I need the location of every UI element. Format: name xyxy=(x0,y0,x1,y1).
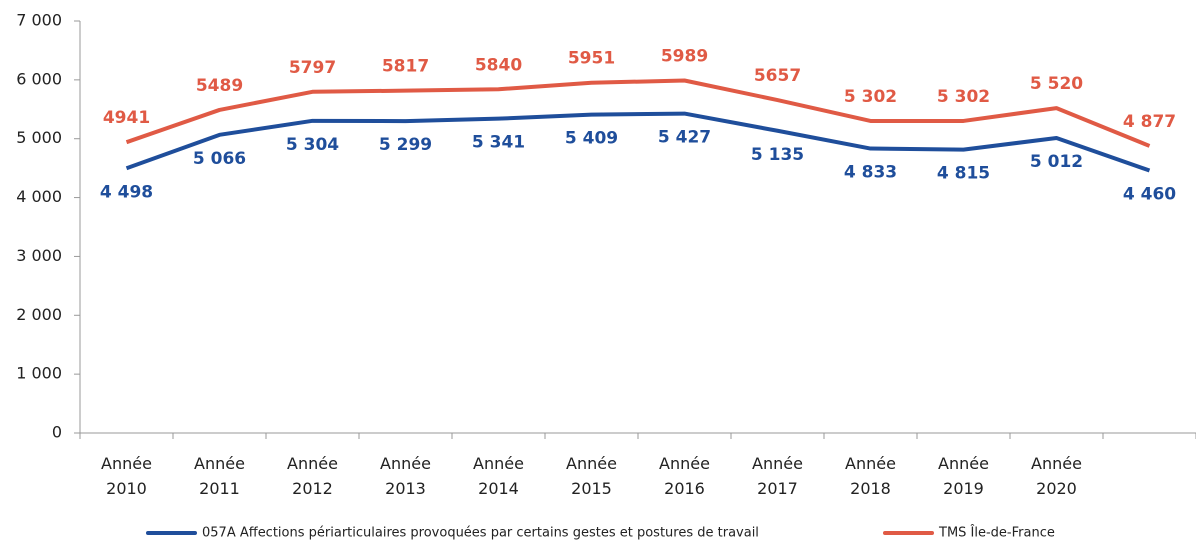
y-tick-label: 5 000 xyxy=(16,128,62,147)
y-tick-label: 6 000 xyxy=(16,69,62,88)
series-line xyxy=(125,111,1151,173)
x-tick-label: Année 2015 xyxy=(566,454,617,498)
y-tick-label: 2 000 xyxy=(16,305,62,324)
data-label: 5989 xyxy=(661,47,708,67)
series-line xyxy=(125,78,1151,148)
data-label: 5840 xyxy=(475,55,522,75)
data-label: 4 877 xyxy=(1123,112,1176,132)
data-label: 5 066 xyxy=(193,149,246,169)
data-label: 5 409 xyxy=(565,129,618,149)
data-label: 5 427 xyxy=(658,128,711,148)
data-label: 5 304 xyxy=(286,135,339,155)
legend-label: 057A Affections périarticulaires provoqu… xyxy=(202,526,759,541)
data-label: 5817 xyxy=(382,57,429,77)
legend-label: TMS Île-de-France xyxy=(938,525,1055,541)
y-tick-label: 4 000 xyxy=(16,187,62,206)
data-label: 5 341 xyxy=(472,133,525,153)
x-tick-label: Année 2017 xyxy=(752,454,803,498)
x-tick-label: Année 2016 xyxy=(659,454,710,498)
y-tick-label: 3 000 xyxy=(16,246,62,265)
data-label: 5657 xyxy=(754,66,801,86)
x-tick-label: Année 2019 xyxy=(938,454,989,498)
y-tick-label: 7 000 xyxy=(16,11,62,30)
data-label: 5 302 xyxy=(937,87,990,107)
data-label: 4 460 xyxy=(1123,184,1176,204)
x-tick-label: Année 2020 xyxy=(1031,454,1082,498)
x-tick-label: Année 2018 xyxy=(845,454,896,498)
data-label: 5797 xyxy=(289,58,336,78)
data-label: 5 135 xyxy=(751,145,804,165)
data-label: 5 012 xyxy=(1030,152,1083,172)
y-tick-label: 0 xyxy=(52,423,62,442)
data-label: 4 815 xyxy=(937,164,990,184)
x-tick-label: Année 2014 xyxy=(473,454,524,498)
x-tick-label: Année 2010 xyxy=(101,454,152,498)
y-tick-label: 1 000 xyxy=(16,364,62,383)
x-tick-label: Année 2011 xyxy=(194,454,245,498)
data-label: 4 833 xyxy=(844,163,897,183)
data-label: 5 299 xyxy=(379,135,432,155)
data-label: 4 498 xyxy=(100,182,153,202)
data-label: 5951 xyxy=(568,49,615,69)
x-tick-label: Année 2012 xyxy=(287,454,338,498)
data-label: 5 302 xyxy=(844,87,897,107)
data-label: 5 520 xyxy=(1030,74,1083,94)
data-label: 4941 xyxy=(103,108,150,128)
data-label: 5489 xyxy=(196,76,243,96)
x-tick-label: Année 2013 xyxy=(380,454,431,498)
